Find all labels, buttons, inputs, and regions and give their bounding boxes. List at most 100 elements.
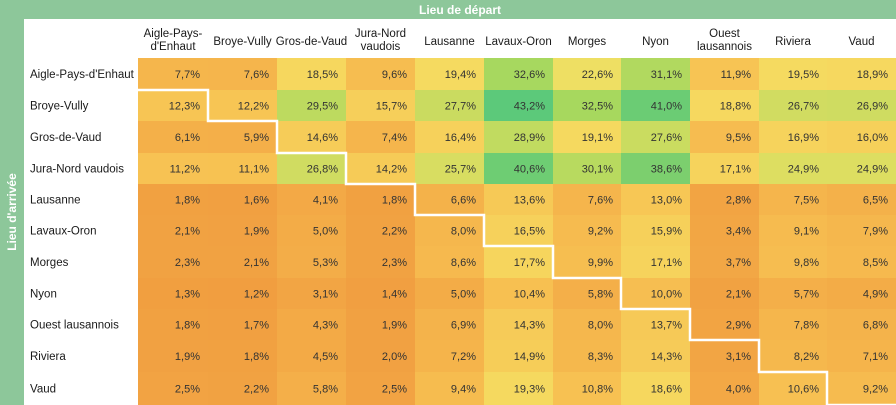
cell-value-label: 14,9% xyxy=(514,351,545,363)
row-label: Ouest lausannois xyxy=(30,320,119,332)
cell-value-label: 5,0% xyxy=(451,289,476,301)
cell-value-label: 1,8% xyxy=(175,195,200,207)
cell-value-label: 10,0% xyxy=(651,289,682,301)
cell-value-label: 11,2% xyxy=(170,164,201,176)
heatmap-cell xyxy=(346,372,415,405)
heatmap-cell xyxy=(759,90,827,121)
column-label: Ouest lausannois xyxy=(697,28,752,53)
cell-value-label: 16,5% xyxy=(514,226,545,238)
column-label: Gros-de-Vaud xyxy=(276,36,347,48)
heatmap-cell xyxy=(553,372,621,405)
heatmap-cell xyxy=(415,184,484,215)
cell-value-label: 6,6% xyxy=(451,195,476,207)
cell-value-label: 16,0% xyxy=(857,132,888,144)
cell-value-label: 5,9% xyxy=(244,132,269,144)
cell-value-label: 17,1% xyxy=(720,164,751,176)
heatmap-cell xyxy=(415,153,484,184)
row-label: Broye-Vully xyxy=(30,101,89,113)
heatmap-cell xyxy=(415,215,484,246)
cell-value-label: 5,8% xyxy=(588,289,613,301)
cell-value-label: 1,9% xyxy=(244,226,269,238)
heatmap-cell xyxy=(690,121,759,153)
heatmap-cell xyxy=(621,372,690,405)
heatmap-cell xyxy=(208,153,277,184)
cell-value-label: 2,9% xyxy=(726,320,751,332)
heatmap-cell xyxy=(277,340,346,372)
heatmap-cell xyxy=(827,278,896,309)
heatmap-cell xyxy=(759,309,827,340)
cell-value-label: 14,2% xyxy=(376,164,407,176)
cell-value-label: 1,4% xyxy=(382,289,407,301)
cell-value-label: 1,3% xyxy=(175,289,200,301)
y-axis-title: Lieu d'arrivée xyxy=(5,173,19,251)
heatmap-cell xyxy=(827,215,896,246)
cell-value-label: 28,9% xyxy=(514,132,545,144)
cell-value-label: 24,9% xyxy=(857,164,888,176)
cell-value-label: 7,6% xyxy=(244,69,269,81)
cell-value-label: 2,0% xyxy=(382,351,407,363)
heatmap-cell xyxy=(553,215,621,246)
heatmap-cell xyxy=(621,184,690,215)
cell-value-label: 2,5% xyxy=(382,384,407,396)
heatmap-cell xyxy=(277,215,346,246)
cell-value-label: 1,8% xyxy=(244,351,269,363)
heatmap-cell xyxy=(138,184,208,215)
heatmap-cell xyxy=(621,340,690,372)
cell-value-label: 41,0% xyxy=(651,101,682,113)
heatmap-cell xyxy=(208,278,277,309)
heatmap-cell xyxy=(277,58,346,90)
heatmap-cell xyxy=(208,372,277,405)
heatmap-cell xyxy=(346,215,415,246)
heatmap-cell xyxy=(484,215,553,246)
heatmap-cell xyxy=(484,121,553,153)
row-label: Nyon xyxy=(30,289,57,301)
heatmap-cell xyxy=(277,372,346,405)
row-label: Lavaux-Oron xyxy=(30,226,96,238)
cell-value-label: 18,9% xyxy=(857,69,888,81)
cell-value-label: 7,6% xyxy=(588,195,613,207)
heatmap-cell xyxy=(553,58,621,90)
column-label: Vaud xyxy=(848,36,874,48)
cell-value-label: 30,1% xyxy=(582,164,613,176)
heatmap-cell xyxy=(277,121,346,153)
cell-value-label: 9,1% xyxy=(794,226,819,238)
cell-value-label: 3,1% xyxy=(313,289,338,301)
cell-value-label: 25,7% xyxy=(445,164,476,176)
heatmap-cell xyxy=(208,340,277,372)
heatmap-cell xyxy=(208,215,277,246)
heatmap-cell xyxy=(827,309,896,340)
heatmap-cell xyxy=(415,90,484,121)
row-label: Vaud xyxy=(30,384,56,396)
cell-value-label: 7,8% xyxy=(794,320,819,332)
cell-value-label: 11,9% xyxy=(721,69,752,81)
heatmap-cell xyxy=(138,58,208,90)
heatmap-cell xyxy=(484,90,553,121)
heatmap-cell xyxy=(759,58,827,90)
cell-value-label: 26,9% xyxy=(857,101,888,113)
cell-value-label: 19,5% xyxy=(788,69,819,81)
cell-value-label: 6,1% xyxy=(175,132,200,144)
row-label: Lausanne xyxy=(30,195,81,207)
column-label: Lavaux-Oron xyxy=(485,36,551,48)
cell-value-label: 40,6% xyxy=(514,164,545,176)
heatmap-cell xyxy=(346,90,415,121)
heatmap-cell xyxy=(553,246,621,278)
heatmap-cell xyxy=(346,153,415,184)
heatmap-cell xyxy=(690,90,759,121)
heatmap-cell xyxy=(553,309,621,340)
cell-value-label: 13,7% xyxy=(651,320,682,332)
column-label: Jura-Nord vaudois xyxy=(355,28,406,53)
heatmap-cell xyxy=(827,90,896,121)
heatmap-cell xyxy=(138,340,208,372)
cell-value-label: 2,2% xyxy=(244,384,269,396)
heatmap-cell xyxy=(690,184,759,215)
cell-value-label: 2,5% xyxy=(175,384,200,396)
cell-value-label: 7,7% xyxy=(175,69,200,81)
heatmap-cell xyxy=(621,153,690,184)
heatmap-cell xyxy=(346,340,415,372)
cell-value-label: 17,1% xyxy=(651,257,682,269)
cell-value-label: 9,2% xyxy=(863,384,888,396)
heatmap-cell xyxy=(277,184,346,215)
heatmap-cell xyxy=(138,278,208,309)
cell-value-label: 16,4% xyxy=(445,132,476,144)
